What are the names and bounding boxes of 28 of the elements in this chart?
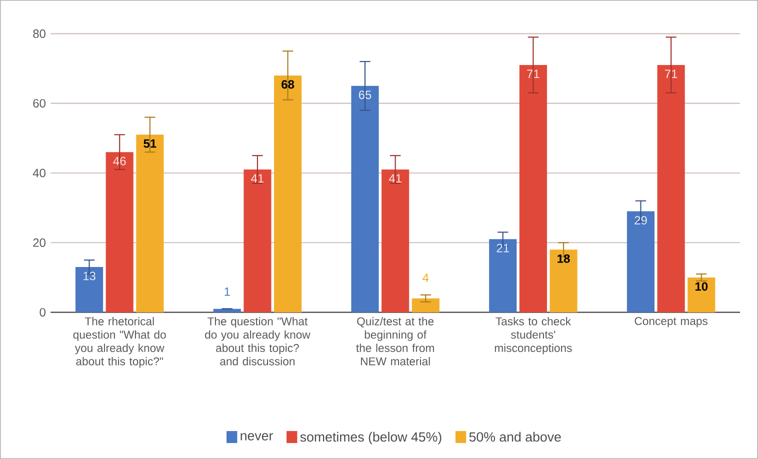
data-label: 51 [144,139,156,148]
data-label: 41 [388,174,402,182]
data-label: 13 [84,272,96,280]
data-label: 68 [282,80,294,89]
x-tick-label: The rhetorical question "What do you already know about this topic?" [73,317,166,368]
data-label: 29 [634,216,647,225]
data-label: 21 [496,244,509,252]
data-label: 46 [113,156,126,166]
data-label: 65 [358,90,372,100]
y-tick-label: 60 [33,99,46,108]
data-label: 1 [224,288,230,296]
x-tick-label: Quiz/test at the beginning of the lesson from NEW material [356,317,434,366]
legend-label: 50% and above [469,432,561,442]
data-label: 18 [558,254,570,263]
data-label: 10 [695,282,708,291]
y-tick-label: 0 [40,308,46,317]
x-tick-label: The question "What do you already know about this topic? and discussion [205,317,310,366]
legend-label: sometimes (below 45%) [300,432,442,444]
y-tick-label: 80 [33,29,46,38]
data-label: 71 [527,70,540,78]
x-tick-label: Concept maps [634,317,708,328]
y-tick-label: 20 [33,238,46,247]
y-tick-label: 40 [32,168,46,178]
legend-label: never [240,433,273,440]
x-tick-label: Tasks to check students' misconceptions [494,317,572,354]
data-label: 71 [664,70,678,78]
data-label: 41 [251,174,264,182]
data-label: 4 [422,274,429,282]
